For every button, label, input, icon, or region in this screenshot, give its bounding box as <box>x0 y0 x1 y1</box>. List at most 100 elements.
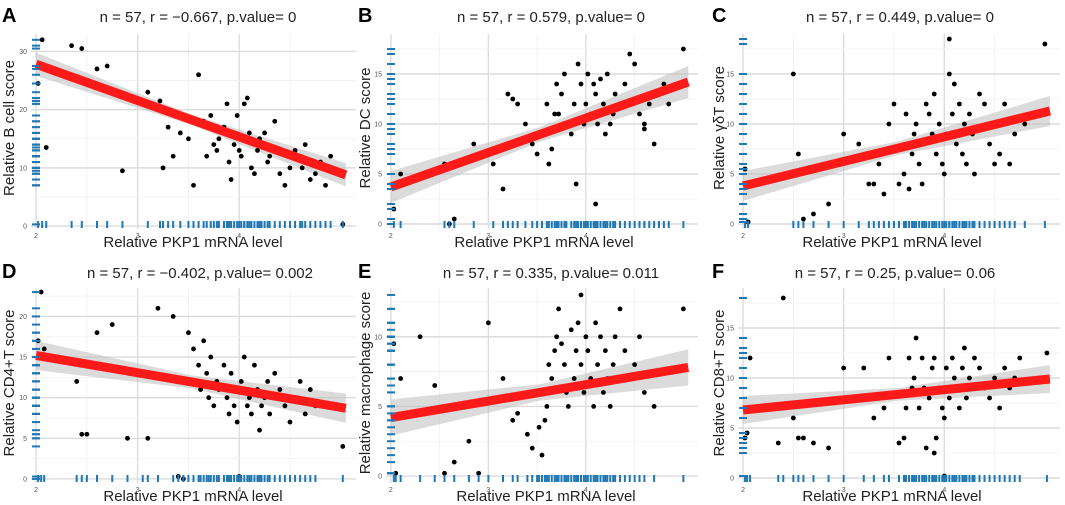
data-point <box>617 306 623 312</box>
data-point <box>886 355 892 361</box>
data-point <box>534 151 540 157</box>
data-point <box>272 370 278 376</box>
y-tick-label: 0 <box>730 476 734 483</box>
data-point <box>125 435 130 441</box>
data-point <box>607 403 613 409</box>
data-point <box>104 63 110 69</box>
panel-title: n = 57, r = 0.579, p.value= 0 <box>457 9 645 26</box>
data-point <box>919 355 925 361</box>
data-point <box>241 354 247 360</box>
y-axis-label: Relative macrophage score <box>357 292 374 475</box>
data-point <box>204 370 210 376</box>
x-tick-label: 4 <box>237 233 241 240</box>
data-point <box>277 387 283 392</box>
data-point <box>500 186 506 192</box>
data-point <box>393 470 399 476</box>
data-point <box>949 355 955 361</box>
data-point <box>637 334 642 340</box>
data-point <box>578 81 584 87</box>
data-point <box>109 322 115 327</box>
panel-letter: C <box>712 5 726 27</box>
data-point <box>967 375 972 381</box>
data-point <box>666 101 672 107</box>
x-tick-label: 3 <box>136 233 140 240</box>
regression-line <box>34 60 348 180</box>
y-tick-label: 10 <box>19 165 27 172</box>
data-point <box>556 111 561 117</box>
data-point <box>931 91 937 97</box>
data-point <box>170 314 176 319</box>
y-axis-label: Relative γδT score <box>711 66 728 190</box>
data-point <box>552 111 558 117</box>
data-point <box>177 130 183 136</box>
y-tick-label: 15 <box>374 72 382 79</box>
x-tick-label: 2 <box>389 487 393 494</box>
plot-area: 2 3 4 0 5 10 15 <box>726 34 1060 240</box>
data-point <box>637 111 642 117</box>
plot-area: 2 3 4 0 10 20 30 <box>19 34 356 240</box>
data-point <box>575 320 581 326</box>
data-point <box>259 403 264 409</box>
data-point <box>841 365 847 371</box>
data-point <box>536 424 542 430</box>
y-tick-label: 5 <box>23 436 27 443</box>
data-point <box>198 387 204 392</box>
x-axis-label: Relative PKP1 mRNA level <box>103 488 282 505</box>
data-point <box>490 161 496 167</box>
data-point <box>801 216 806 222</box>
data-point <box>208 113 214 118</box>
data-point <box>211 403 217 409</box>
data-point <box>160 165 166 171</box>
data-point <box>987 141 992 147</box>
y-tick-label: 30 <box>19 49 27 56</box>
data-point <box>145 435 151 441</box>
data-point <box>84 431 90 437</box>
y-tick-label: 20 <box>19 107 27 114</box>
data-point <box>929 365 935 371</box>
data-point <box>299 165 305 171</box>
plot-area: 2 3 4 0 5 10 15 <box>726 288 1060 494</box>
data-point <box>224 101 230 107</box>
data-point <box>529 141 535 147</box>
data-point <box>585 348 591 354</box>
data-point <box>795 435 801 441</box>
regression-line <box>35 351 347 413</box>
data-point <box>601 101 606 107</box>
data-point <box>607 121 613 127</box>
data-point <box>74 379 80 384</box>
data-point <box>226 159 232 165</box>
data-point <box>982 101 987 107</box>
data-point <box>79 46 85 51</box>
data-point <box>244 95 250 101</box>
data-point <box>145 89 151 95</box>
panel-f: F n = 57, r = 0.25, p.value= 0.06 Relati… <box>711 261 1060 505</box>
data-point <box>641 390 647 395</box>
data-point <box>583 334 589 340</box>
data-point <box>234 419 240 425</box>
data-point <box>252 171 257 177</box>
x-axis-label: Relative PKP1 mRNA level <box>802 488 981 505</box>
data-point <box>943 365 949 371</box>
data-point <box>622 81 628 87</box>
data-point <box>593 201 599 207</box>
data-point <box>191 182 196 188</box>
data-point <box>43 145 49 150</box>
data-point <box>282 182 288 188</box>
data-point <box>196 362 201 368</box>
data-point <box>398 376 404 381</box>
y-axis-label: Relative B cell score <box>1 60 18 196</box>
regression-line <box>742 374 1051 415</box>
y-tick-label: 15 <box>19 355 27 362</box>
panel-title: n = 57, r = 0.335, p.value= 0.011 <box>443 265 659 282</box>
data-point <box>661 81 667 87</box>
data-point <box>165 124 171 130</box>
data-point <box>231 403 237 409</box>
data-point <box>549 376 555 381</box>
data-point <box>896 440 902 446</box>
data-point <box>627 51 633 57</box>
data-point <box>585 71 591 77</box>
data-point <box>595 362 600 368</box>
data-point <box>622 348 628 354</box>
panel-letter: B <box>358 5 372 27</box>
data-point <box>871 415 877 421</box>
